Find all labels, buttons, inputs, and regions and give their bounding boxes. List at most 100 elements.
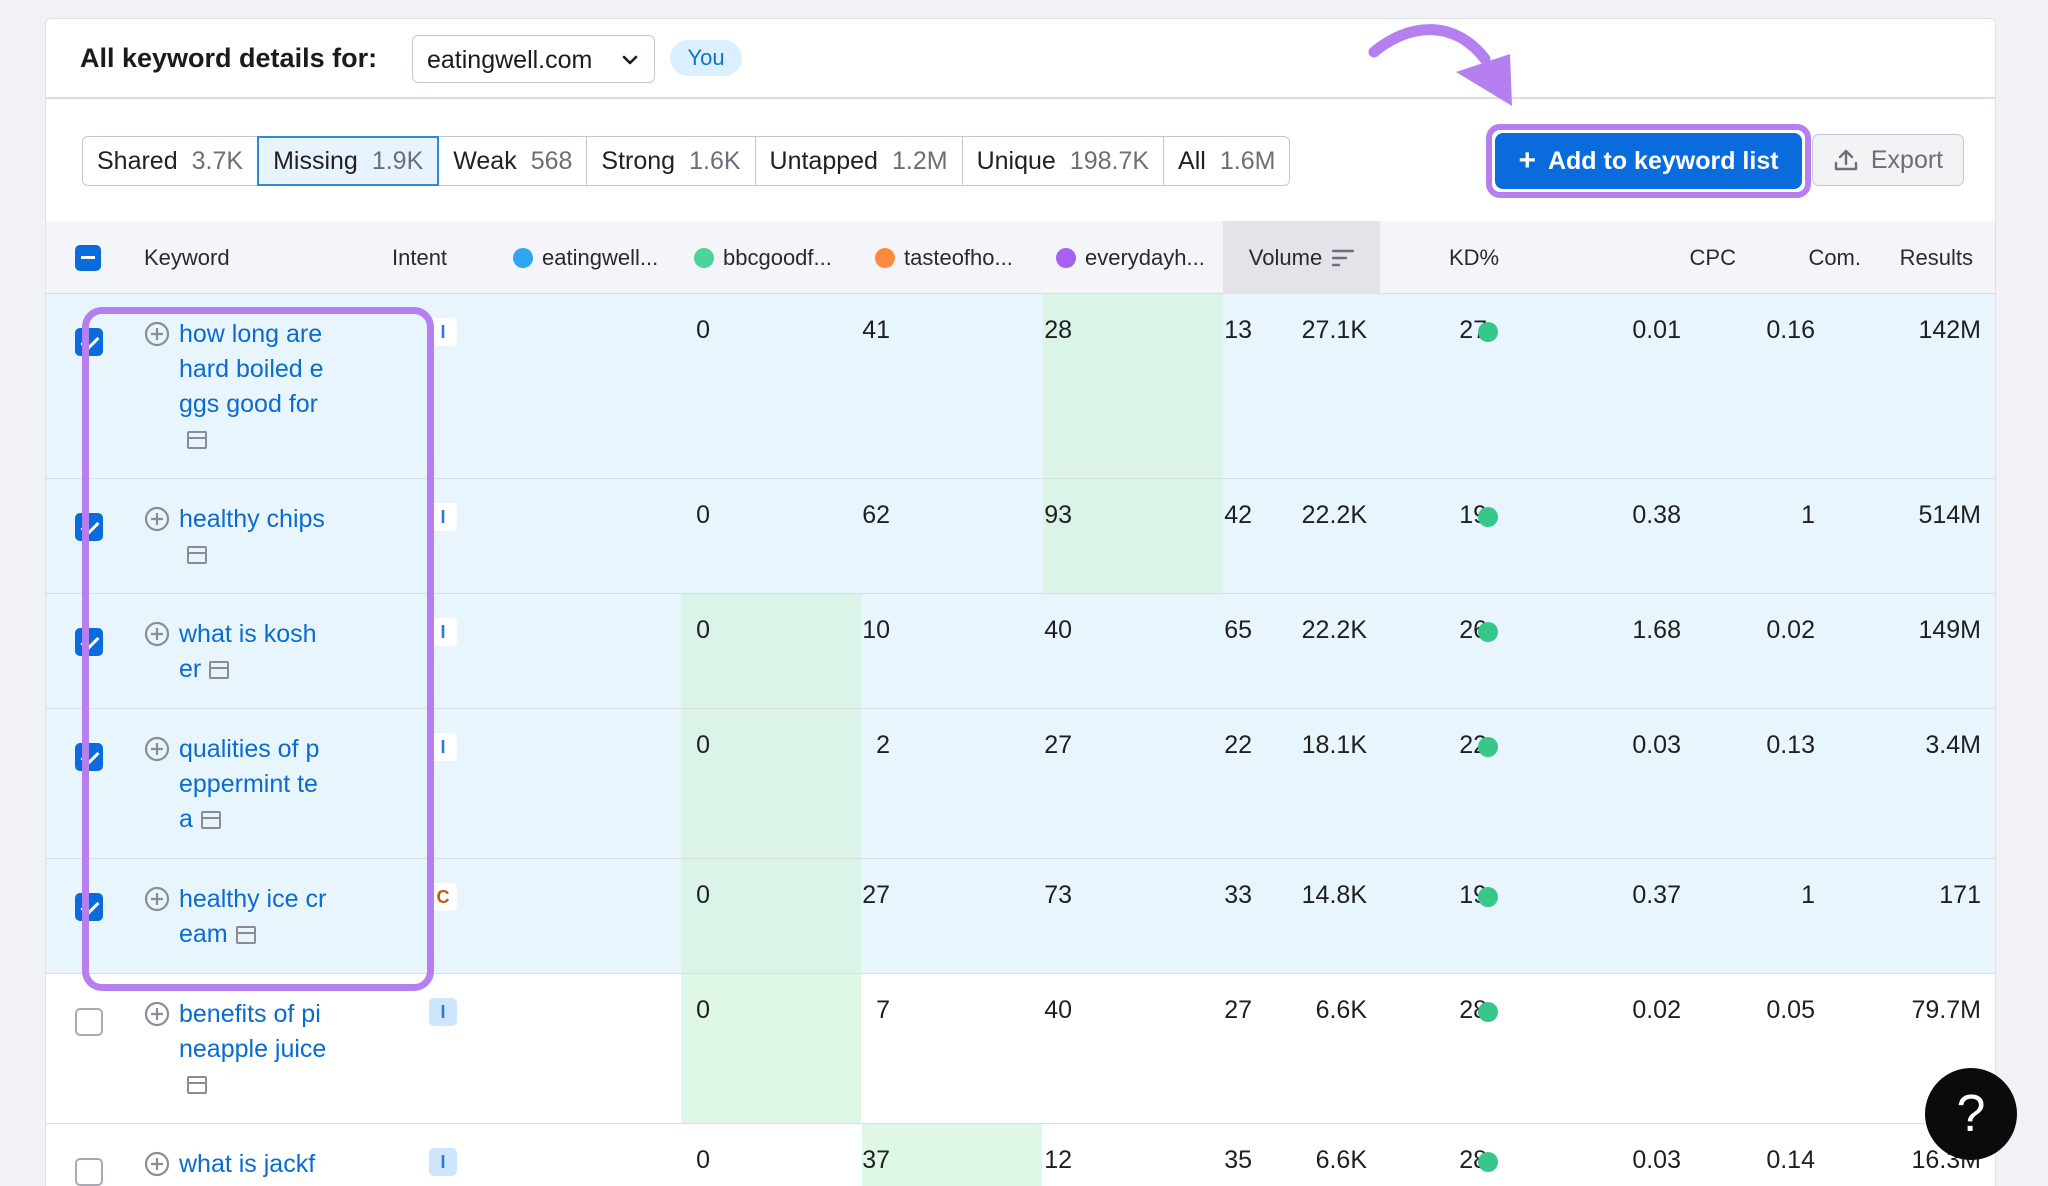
col-domain-4-label: everydayh...	[1085, 244, 1205, 270]
export-button[interactable]: Export	[1812, 134, 1964, 186]
keyword-link[interactable]: healthy ice cream	[179, 882, 329, 952]
tab-weak[interactable]: Weak 568	[438, 136, 588, 186]
com-value: 0.05	[1766, 996, 1815, 1024]
add-circle-icon[interactable]	[144, 621, 170, 647]
table-row: what is kosher I 0 10 40 65 22.2K 26 1.6…	[46, 594, 1995, 709]
intent-badge: I	[429, 318, 457, 346]
tab-count: 1.2M	[891, 146, 948, 175]
row-checkbox[interactable]	[75, 513, 103, 541]
tab-label: Missing	[273, 146, 358, 175]
intent-badge: I	[429, 503, 457, 531]
col-domain-1-label: eatingwell...	[542, 244, 659, 270]
col-volume-label: Volume	[1248, 244, 1323, 270]
tab-count: 3.7K	[191, 146, 244, 175]
row-checkbox[interactable]	[75, 328, 103, 356]
volume-value: 22.2K	[1301, 501, 1367, 529]
serp-features-icon[interactable]	[235, 926, 256, 944]
tab-all[interactable]: All 1.6M	[1163, 136, 1291, 186]
add-circle-icon[interactable]	[144, 1001, 170, 1027]
domain-1-position: 0	[696, 996, 710, 1024]
serp-features-icon[interactable]	[209, 661, 230, 679]
domain-3-position: 12	[1044, 1146, 1072, 1174]
row-checkbox[interactable]	[75, 1008, 103, 1036]
col-domain-2[interactable]: bbcgoodf...	[694, 221, 832, 294]
com-value: 0.02	[1766, 616, 1815, 644]
tab-untapped[interactable]: Untapped 1.2M	[754, 136, 963, 186]
tab-shared[interactable]: Shared 3.7K	[82, 136, 259, 186]
col-domain-1[interactable]: eatingwell...	[513, 221, 658, 294]
kd-indicator-dot	[1478, 507, 1498, 527]
serp-features-icon[interactable]	[187, 1076, 207, 1094]
volume-value: 27.1K	[1301, 316, 1367, 344]
col-keyword[interactable]: Keyword	[144, 244, 230, 270]
domain-select-value: eatingwell.com	[427, 46, 593, 74]
domain-1-position: 0	[696, 616, 710, 644]
add-circle-icon[interactable]	[144, 886, 170, 912]
col-domain-4[interactable]: everydayh...	[1056, 221, 1205, 294]
tab-label: All	[1178, 146, 1206, 175]
panel-header: All keyword details for: eatingwell.com …	[46, 19, 1995, 99]
export-button-label: Export	[1870, 145, 1944, 174]
domain-3-position: 40	[1044, 616, 1072, 644]
col-results[interactable]: Results	[1899, 244, 1973, 270]
row-checkbox[interactable]	[75, 743, 103, 771]
col-intent[interactable]: Intent	[392, 244, 448, 270]
domain-3-position: 93	[1044, 501, 1072, 529]
you-badge: You	[670, 40, 742, 76]
add-circle-icon[interactable]	[144, 736, 170, 762]
add-circle-icon[interactable]	[144, 1151, 170, 1177]
tab-count: 568	[530, 146, 573, 175]
tab-strong[interactable]: Strong 1.6K	[586, 136, 756, 186]
domain-4-dot	[1056, 247, 1076, 268]
keyword-link[interactable]: what is jackf	[179, 1147, 329, 1182]
best-position-highlight	[1043, 294, 1223, 478]
cpc-value: 0.38	[1632, 501, 1681, 529]
domain-3-position: 27	[1044, 731, 1072, 759]
results-value: 3.4M	[1925, 731, 1981, 759]
col-cpc[interactable]: CPC	[1689, 244, 1736, 270]
domain-3-dot	[875, 247, 895, 268]
tab-unique[interactable]: Unique 198.7K	[961, 136, 1165, 186]
best-position-highlight	[862, 1124, 1042, 1186]
domain-3-position: 73	[1044, 881, 1072, 909]
col-kd[interactable]: KD%	[1449, 244, 1500, 270]
keyword-link[interactable]: what is kosher	[179, 617, 329, 687]
keyword-text: qualities of peppermint tea	[179, 735, 320, 833]
serp-features-icon[interactable]	[187, 546, 207, 564]
keyword-link[interactable]: how long are hard boiled eggs good for	[179, 317, 329, 457]
add-button-label: Add to keyword list	[1547, 146, 1779, 175]
col-com[interactable]: Com.	[1808, 244, 1861, 270]
add-circle-icon[interactable]	[144, 321, 170, 347]
add-button-highlight: + Add to keyword list	[1486, 124, 1811, 198]
domain-select[interactable]: eatingwell.com	[412, 35, 655, 83]
domain-4-position: 33	[1224, 881, 1252, 909]
select-all-checkbox[interactable]	[75, 245, 101, 271]
row-checkbox[interactable]	[75, 1158, 103, 1186]
col-domain-2-label: bbcgoodf...	[723, 244, 832, 270]
serp-features-icon[interactable]	[200, 811, 221, 829]
best-position-highlight	[681, 594, 861, 708]
volume-value: 14.8K	[1301, 881, 1367, 909]
cpc-value: 0.02	[1632, 996, 1681, 1024]
domain-2-position: 37	[862, 1146, 890, 1174]
tab-missing[interactable]: Missing 1.9K	[257, 136, 440, 186]
col-domain-3-label: tasteofho...	[904, 244, 1013, 270]
domain-1-position: 0	[696, 881, 710, 909]
col-volume[interactable]: Volume	[1223, 221, 1380, 294]
help-button[interactable]: ?	[1925, 1068, 2017, 1160]
domain-4-position: 42	[1224, 501, 1252, 529]
keyword-link[interactable]: healthy chips	[179, 502, 329, 572]
col-domain-3[interactable]: tasteofho...	[875, 221, 1013, 294]
keyword-link[interactable]: qualities of peppermint tea	[179, 732, 329, 837]
add-circle-icon[interactable]	[144, 506, 170, 532]
kd-indicator-dot	[1478, 887, 1498, 907]
cpc-value: 0.03	[1632, 1146, 1681, 1174]
row-checkbox[interactable]	[75, 893, 103, 921]
best-position-highlight	[681, 709, 861, 858]
row-checkbox[interactable]	[75, 628, 103, 656]
kd-indicator-dot	[1478, 737, 1498, 757]
serp-features-icon[interactable]	[187, 431, 207, 449]
keyword-link[interactable]: benefits of pineapple juice	[179, 997, 329, 1102]
tab-count: 198.7K	[1069, 146, 1150, 175]
add-to-keyword-list-button[interactable]: + Add to keyword list	[1495, 133, 1802, 189]
